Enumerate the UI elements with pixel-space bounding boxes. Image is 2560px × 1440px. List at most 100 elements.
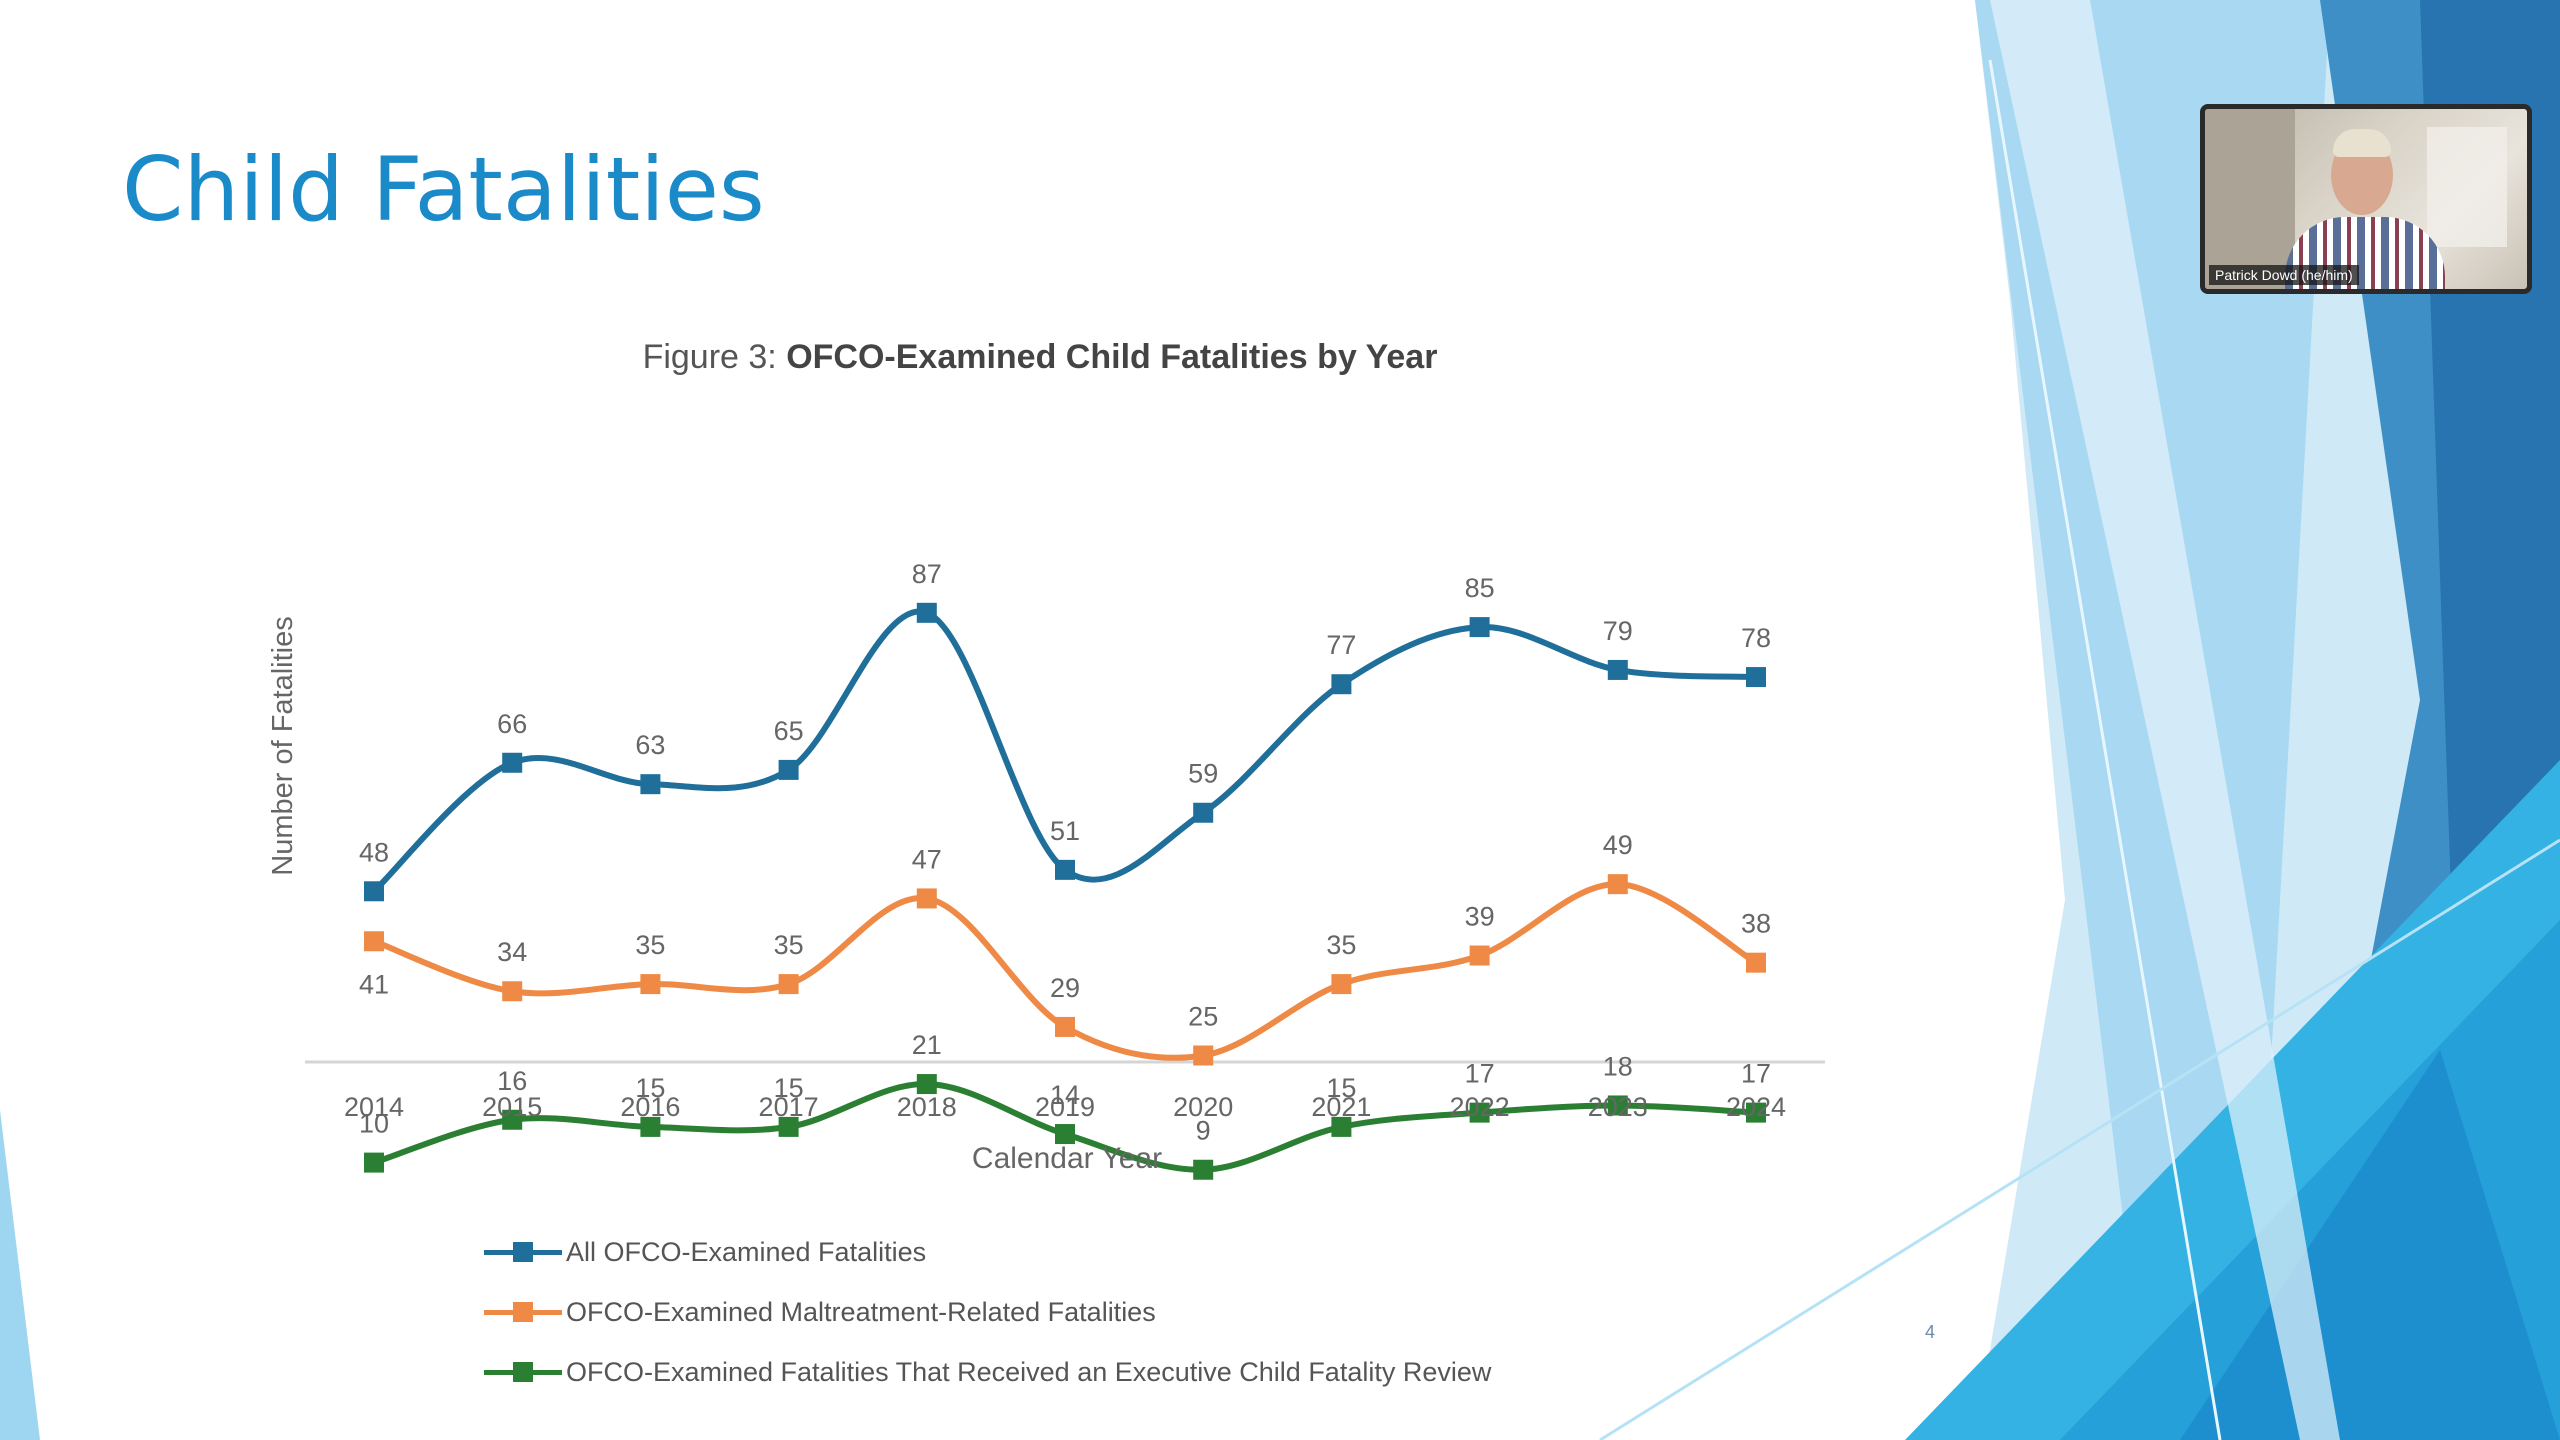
data-point-s1-2024 [1746, 952, 1766, 973]
data-point-s1-2015 [502, 981, 523, 1002]
data-point-s2-2023 [1607, 1095, 1628, 1116]
data-point-s0-2015 [502, 752, 523, 773]
data-label-s0-2016: 63 [635, 730, 665, 760]
data-label-s1-2019: 29 [1050, 973, 1080, 1003]
data-point-s1-2016 [640, 974, 661, 995]
data-point-s2-2022 [1469, 1102, 1490, 1123]
data-point-s0-2017 [778, 759, 799, 780]
data-label-s2-2019: 14 [1050, 1080, 1080, 1110]
data-point-s0-2019 [1055, 859, 1075, 880]
data-point-s2-2014 [364, 1152, 384, 1173]
x-tick-label-2015: 2015 [482, 1092, 542, 1122]
data-point-s2-2021 [1331, 1116, 1352, 1137]
data-label-s1-2020: 25 [1188, 1002, 1218, 1032]
data-label-s2-2017: 15 [774, 1073, 804, 1103]
data-point-s2-2017 [778, 1116, 799, 1137]
data-point-s0-2021 [1331, 674, 1352, 695]
data-point-s1-2017 [778, 974, 799, 995]
data-point-s1-2021 [1331, 974, 1352, 995]
data-label-s2-2015: 16 [497, 1066, 527, 1096]
data-point-s2-2015 [502, 1109, 523, 1130]
x-tick-label-2020: 2020 [1173, 1092, 1233, 1122]
data-point-s1-2018 [916, 888, 937, 909]
data-label-s1-2016: 35 [635, 930, 665, 960]
participant-name-label: Patrick Dowd (he/him) [2209, 265, 2359, 285]
chart-title-text: OFCO-Examined Child Fatalities by Year [786, 338, 1438, 376]
x-axis-label: Calendar Year [972, 1142, 1162, 1175]
video-window-light [2427, 127, 2507, 247]
data-label-s0-2022: 85 [1465, 573, 1495, 603]
data-label-s2-2023: 18 [1603, 1051, 1633, 1081]
data-label-s0-2017: 65 [774, 716, 804, 746]
chart-title: Figure 3: OFCO-Examined Child Fatalities… [0, 338, 2080, 377]
data-point-s0-2016 [640, 774, 661, 795]
data-point-s0-2022 [1469, 617, 1490, 638]
slide-page-number: 4 [1925, 1322, 1936, 1342]
y-axis-label: Number of Fatalities [267, 616, 299, 876]
chart-title-prefix: Figure 3: [642, 338, 777, 376]
slide-title: Child Fatalities [122, 138, 765, 241]
legend-swatch-all [484, 1240, 562, 1264]
x-tick-label-2024: 2024 [1726, 1092, 1786, 1122]
x-tick-label-2016: 2016 [620, 1092, 680, 1122]
data-label-s1-2018: 47 [912, 844, 942, 874]
data-label-s0-2018: 87 [912, 559, 942, 589]
data-label-s1-2021: 35 [1326, 930, 1356, 960]
data-label-s0-2015: 66 [497, 709, 527, 739]
legend-item-review: OFCO-Examined Fatalities That Received a… [484, 1342, 1491, 1402]
data-point-s1-2014 [364, 931, 384, 952]
x-tick-label-2023: 2023 [1588, 1092, 1648, 1122]
data-label-s0-2024: 78 [1741, 623, 1771, 653]
data-point-s0-2018 [916, 602, 937, 623]
data-label-s2-2021: 15 [1326, 1073, 1356, 1103]
x-tick-label-2018: 2018 [897, 1092, 957, 1122]
data-label-s2-2016: 15 [635, 1073, 665, 1103]
data-label-s1-2024: 38 [1741, 909, 1771, 939]
x-tick-label-2014: 2014 [344, 1092, 404, 1122]
data-label-s1-2022: 39 [1465, 902, 1495, 932]
x-tick-label-2022: 2022 [1450, 1092, 1510, 1122]
data-point-s1-2023 [1607, 874, 1628, 895]
data-point-s2-2018 [916, 1074, 937, 1095]
data-point-s1-2020 [1193, 1045, 1214, 1066]
data-label-s0-2020: 59 [1188, 759, 1218, 789]
x-tick-label-2021: 2021 [1311, 1092, 1371, 1122]
participant-video-tile[interactable]: Patrick Dowd (he/him) [2200, 104, 2532, 294]
legend-swatch-maltreatment [484, 1300, 562, 1324]
data-label-s2-2024: 17 [1741, 1059, 1771, 1089]
data-label-s2-2014: 10 [359, 1109, 389, 1139]
data-label-s1-2015: 34 [497, 937, 527, 967]
data-label-s1-2014: 41 [359, 969, 389, 999]
participant-hair [2333, 129, 2391, 157]
chart-legend: All OFCO-Examined Fatalities OFCO-Examin… [484, 1222, 1491, 1402]
legend-item-all: All OFCO-Examined Fatalities [484, 1222, 1491, 1282]
data-label-s0-2023: 79 [1603, 616, 1633, 646]
data-label-s2-2022: 17 [1465, 1059, 1495, 1089]
data-point-s0-2023 [1607, 659, 1628, 680]
data-label-s0-2019: 51 [1050, 816, 1080, 846]
data-point-s2-2020 [1193, 1159, 1214, 1180]
data-point-s1-2019 [1055, 1016, 1075, 1037]
data-point-s0-2020 [1193, 802, 1214, 823]
legend-swatch-review [484, 1360, 562, 1384]
legend-label-review: OFCO-Examined Fatalities That Received a… [566, 1356, 1492, 1387]
video-background [2205, 109, 2295, 289]
data-point-s1-2022 [1469, 945, 1490, 966]
series-line-0 [371, 608, 1757, 894]
x-tick-label-2017: 2017 [759, 1092, 819, 1122]
data-point-s0-2014 [364, 881, 384, 902]
data-point-s2-2019 [1055, 1124, 1075, 1145]
data-label-s2-2020: 9 [1196, 1116, 1211, 1146]
data-point-s2-2024 [1746, 1102, 1766, 1123]
data-label-s0-2014: 48 [359, 837, 389, 867]
legend-item-maltreatment: OFCO-Examined Maltreatment-Related Fatal… [484, 1282, 1491, 1342]
data-label-s1-2023: 49 [1603, 830, 1633, 860]
data-label-s1-2017: 35 [774, 930, 804, 960]
data-label-s0-2021: 77 [1326, 630, 1356, 660]
data-label-s2-2018: 21 [912, 1030, 942, 1060]
legend-label-maltreatment: OFCO-Examined Maltreatment-Related Fatal… [566, 1296, 1156, 1327]
data-point-s0-2024 [1746, 667, 1766, 688]
data-point-s2-2016 [640, 1116, 661, 1137]
